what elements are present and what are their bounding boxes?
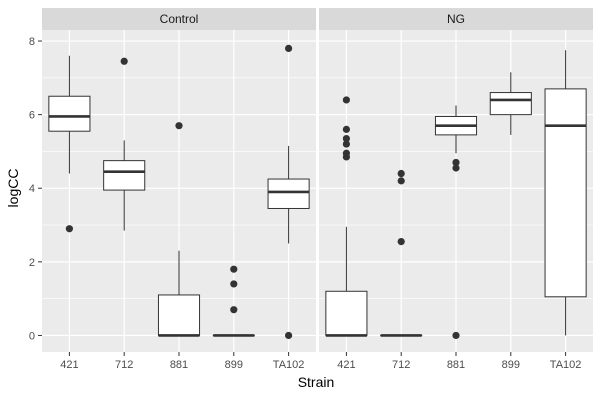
x-axis-title: Strain <box>298 374 335 390</box>
box-control-421 <box>48 55 91 233</box>
outlier-point <box>285 331 293 340</box>
outlier-point <box>175 122 183 130</box>
box-rect <box>325 290 368 336</box>
y-axis-title: logCC <box>5 169 21 208</box>
facet-panels: Control 421 712 881 899 TA102 NG 421 712 881 899 TA… <box>42 8 593 371</box>
facet-strip <box>319 8 593 30</box>
box-ng-881 <box>434 105 478 340</box>
outlier-point <box>342 125 350 133</box>
box-rect <box>489 92 532 116</box>
box-rect <box>544 88 587 298</box>
outlier-point <box>397 177 405 185</box>
y-tick-label: 2 <box>29 257 35 269</box>
box-rect <box>267 178 310 209</box>
box-control-881 <box>157 122 201 337</box>
outlier-point <box>65 225 73 233</box>
box-control-712 <box>103 57 146 231</box>
outlier-point <box>342 153 350 161</box>
x-tick-label: 899 <box>225 359 243 371</box>
outlier-point <box>397 169 405 178</box>
y-tick-label: 8 <box>29 36 35 48</box>
y-tick-label: 0 <box>29 330 35 342</box>
outlier-point <box>342 140 350 148</box>
box-rect <box>48 95 91 132</box>
y-tick-label: 6 <box>29 110 35 122</box>
outlier-point <box>452 331 460 340</box>
box-ng-899 <box>489 72 532 135</box>
outlier-point <box>120 57 128 65</box>
outlier-point <box>342 134 350 143</box>
outlier-point <box>452 164 460 172</box>
outlier-point <box>230 265 238 273</box>
box-control-ta102 <box>267 44 310 340</box>
box-rect <box>157 294 201 336</box>
x-tick-label: 712 <box>115 359 133 371</box>
box-ng-421 <box>325 96 368 337</box>
box-rect <box>103 160 146 191</box>
box-ng-ta102 <box>544 50 587 336</box>
x-tick-label: TA102 <box>273 359 305 371</box>
y-axis: 0 2 4 6 8 <box>29 36 42 342</box>
outlier-point <box>230 306 238 314</box>
outlier-point <box>285 44 293 53</box>
box-ng-712 <box>380 169 423 337</box>
outlier-point <box>230 280 238 288</box>
x-tick-label: 421 <box>60 359 78 371</box>
outlier-point <box>342 96 350 104</box>
facet-strip <box>42 8 316 30</box>
facet-strip-label: NG <box>447 12 465 26</box>
x-tick-label: TA102 <box>550 359 582 371</box>
x-tick-label: 899 <box>502 359 520 371</box>
y-tick-label: 4 <box>29 183 35 195</box>
x-tick-label: 881 <box>170 359 188 371</box>
facet-panel-control: Control 421 712 881 899 TA102 <box>42 8 316 371</box>
outlier-point <box>452 158 460 167</box>
x-tick-label: 421 <box>337 359 355 371</box>
outlier-point <box>397 238 405 246</box>
facet-panel-ng: NG 421 712 881 899 TA102 <box>319 8 593 371</box>
x-tick-label: 712 <box>392 359 410 371</box>
box-control-899 <box>212 265 255 337</box>
facet-strip-label: Control <box>160 12 199 26</box>
x-tick-label: 881 <box>447 359 465 371</box>
